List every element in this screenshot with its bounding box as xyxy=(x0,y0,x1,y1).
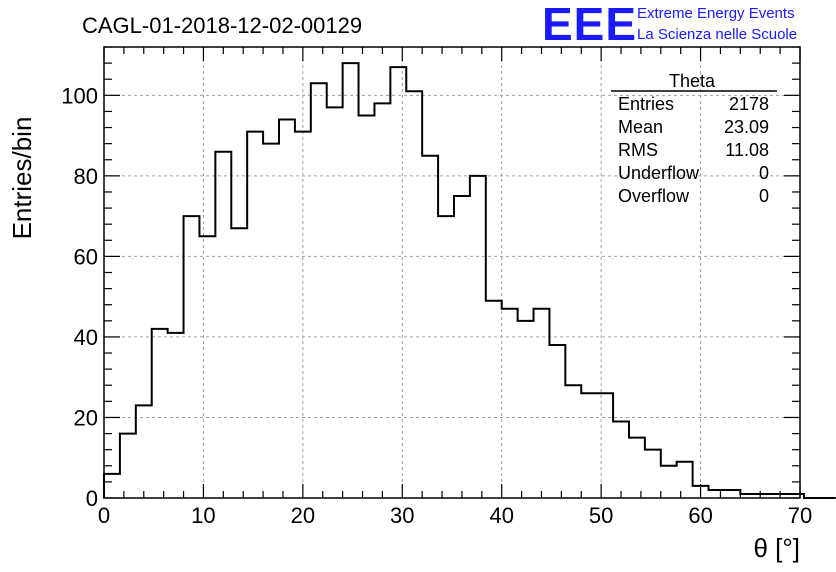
y-tick-label: 40 xyxy=(74,325,98,350)
stats-rows: Entries 2178 Mean 23.09 RMS 11.08 Underflow 0 Ov… xyxy=(618,94,769,206)
axis-ticks xyxy=(103,46,801,499)
x-tick-label: 30 xyxy=(390,503,414,528)
x-tick-label: 70 xyxy=(788,503,812,528)
chart-title: CAGL-01-2018-12-02-00129 xyxy=(82,13,362,38)
stats-value: 2178 xyxy=(729,94,769,114)
tick-labels: 0 10 20 30 40 50 60 70 0 20 40 60 80 100 xyxy=(61,83,812,528)
grid xyxy=(104,47,800,498)
stats-value: 11.08 xyxy=(725,140,769,160)
stats-label: Mean xyxy=(618,117,663,137)
y-axis-label: Entries/bin xyxy=(7,117,37,240)
x-tick-label: 10 xyxy=(191,503,215,528)
stats-value: 23.09 xyxy=(724,117,769,137)
y-tick-label: 60 xyxy=(74,244,98,269)
y-tick-label: 80 xyxy=(74,164,98,189)
eee-logo: EEE Extreme Energy Events La Scienza nel… xyxy=(542,0,797,50)
logo-mark: EEE xyxy=(542,0,637,50)
y-tick-label: 0 xyxy=(86,486,98,511)
y-tick-label: 100 xyxy=(61,83,98,108)
x-tick-label: 50 xyxy=(589,503,613,528)
y-tick-label: 20 xyxy=(74,405,98,430)
stats-label: Overflow xyxy=(618,186,690,206)
plot-frame xyxy=(103,46,801,499)
x-tick-label: 20 xyxy=(291,503,315,528)
stats-label: Entries xyxy=(618,94,674,114)
stats-label: Underflow xyxy=(618,163,700,183)
stats-value: 0 xyxy=(759,163,769,183)
stats-title: Theta xyxy=(669,71,716,91)
x-axis-label: θ [°] xyxy=(753,533,800,563)
stats-value: 0 xyxy=(759,186,769,206)
histogram-series xyxy=(103,62,836,499)
x-tick-label: 0 xyxy=(98,503,110,528)
logo-line-2: La Scienza nelle Scuole xyxy=(637,26,797,43)
logo-line-1: Extreme Energy Events xyxy=(637,5,795,22)
x-tick-label: 60 xyxy=(688,503,712,528)
stats-label: RMS xyxy=(618,140,658,160)
x-tick-label: 40 xyxy=(489,503,513,528)
stats-box: Theta Entries 2178 Mean 23.09 RMS 11.08 Underf… xyxy=(611,71,777,206)
